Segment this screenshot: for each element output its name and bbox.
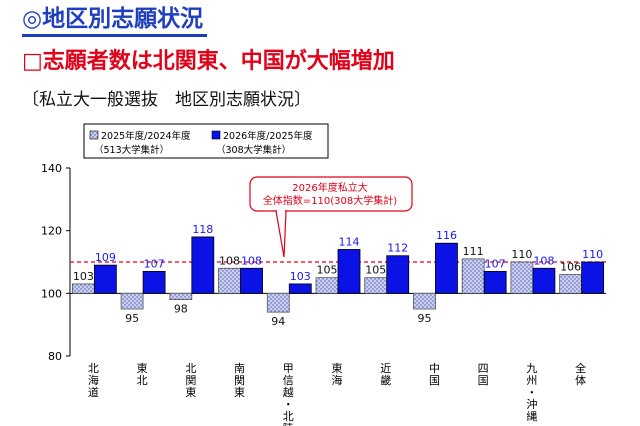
bar-series1 <box>71 283 95 294</box>
legend-swatch-series1 <box>89 130 99 140</box>
category-label: 北海道 <box>88 362 99 399</box>
data-label-series1: 103 <box>73 270 94 283</box>
category-label: 東北 <box>137 362 148 387</box>
bar-series1 <box>461 258 485 294</box>
bar-series1 <box>315 277 339 294</box>
bar-series1 <box>559 274 583 294</box>
chart-caption: 〔私立大一般選抜 地区別志願状況〕 <box>22 90 311 110</box>
bar-series2 <box>337 249 361 294</box>
data-label-series1: 95 <box>125 312 139 325</box>
data-label-series1: 106 <box>560 261 581 274</box>
category-label: 近畿 <box>380 362 391 387</box>
callout-pointer <box>275 210 287 258</box>
y-tick-label: 140 <box>41 162 62 175</box>
callout-box <box>249 176 413 212</box>
bar-series1 <box>218 267 241 294</box>
y-tick-label: 80 <box>48 350 62 363</box>
data-label-series2: 110 <box>582 248 603 261</box>
bar-series2 <box>93 264 117 294</box>
bar-series2 <box>142 270 166 294</box>
category-label: 甲信越・北陸 <box>283 362 294 426</box>
bar-series2 <box>240 267 263 294</box>
data-label-series2: 116 <box>436 229 457 242</box>
data-label-series2: 108 <box>241 254 262 267</box>
callout-text-line2: 全体指数=110(308大学集計) <box>263 194 397 207</box>
bar-series1 <box>120 292 144 310</box>
data-label-series2: 112 <box>387 242 408 255</box>
bar-series2 <box>288 283 312 294</box>
legend-note-series1: （513大学集計） <box>94 144 169 156</box>
bar-series2 <box>532 267 556 294</box>
data-label-series2: 108 <box>533 254 554 267</box>
legend-label-series2: 2026年度/2025年度 <box>223 130 313 142</box>
data-label-series2: 107 <box>485 257 506 270</box>
data-label-series1: 98 <box>174 303 188 316</box>
data-label-series2: 107 <box>144 257 165 270</box>
data-label-series1: 95 <box>417 312 431 325</box>
category-label: 東海 <box>332 362 343 387</box>
category-label: 四国 <box>478 362 489 387</box>
bar-series1 <box>266 292 290 313</box>
category-label: 南関東 <box>234 362 245 399</box>
bar-series1 <box>510 261 534 294</box>
callout-text-line1: 2026年度私立大 <box>292 181 367 194</box>
category-label: 全体 <box>575 361 586 387</box>
data-label-series1: 105 <box>317 264 338 277</box>
y-tick-label: 120 <box>41 225 62 238</box>
bar-series2 <box>483 270 507 294</box>
bar-series2 <box>191 236 215 294</box>
category-label: 中国 <box>429 362 440 387</box>
bar-series1 <box>169 292 193 301</box>
page-title: ◎地区別志願状況 <box>22 4 208 37</box>
data-label-series1: 111 <box>463 245 484 258</box>
data-label-series1: 110 <box>511 248 532 261</box>
bar-series1 <box>364 277 388 294</box>
data-label-series1: 105 <box>365 264 386 277</box>
bar-series2 <box>581 261 605 294</box>
bar-series2 <box>386 255 410 294</box>
y-tick-label: 100 <box>41 287 62 300</box>
data-label-series1: 108 <box>219 254 240 267</box>
legend-swatch-series2 <box>211 130 221 140</box>
legend-note-series2: （308大学集計） <box>216 144 291 156</box>
bar-series2 <box>435 242 458 294</box>
data-label-series2: 109 <box>95 251 116 264</box>
headline: □志願者数は北関東、中国が大幅増加 <box>22 49 395 74</box>
legend-label-series1: 2025年度/2024年度 <box>101 130 191 142</box>
bar-series1 <box>413 292 436 310</box>
legend-box <box>83 123 329 159</box>
data-label-series2: 118 <box>192 223 213 236</box>
category-label: 九州・沖縄 <box>526 362 537 423</box>
data-label-series2: 114 <box>339 235 360 248</box>
data-label-series2: 103 <box>290 270 311 283</box>
data-label-series1: 94 <box>271 315 285 328</box>
chart-legend: 2025年度/2024年度 （513大学集計） 2026年度/2025年度 （308大… <box>83 123 329 159</box>
category-label: 北関東 <box>185 362 196 399</box>
